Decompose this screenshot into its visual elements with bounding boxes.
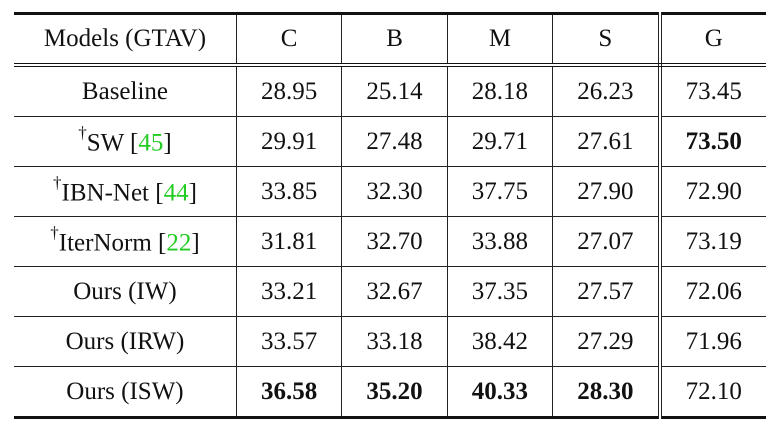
model-cell: †IBN-Net [44] — [14, 166, 237, 217]
value-cell: 32.30 — [341, 166, 448, 217]
value-cell: 27.57 — [552, 266, 662, 317]
value-cell: 72.90 — [659, 166, 766, 217]
table-row: Baseline 28.95 25.14 28.18 26.23 73.45 — [14, 65, 766, 117]
value-cell: 32.67 — [341, 266, 448, 317]
value-cell: 72.10 — [659, 366, 766, 419]
header-cell: S — [552, 12, 662, 67]
citation-bracket: [ — [155, 179, 164, 207]
table-row: Ours (ISW) 36.58 35.20 40.33 28.30 72.10 — [14, 366, 766, 419]
value-cell: 36.58 — [236, 366, 343, 419]
header-row: Models (GTAV) C B M S G — [14, 12, 766, 67]
model-name: SW — [86, 129, 131, 157]
value-cell: 38.42 — [447, 316, 554, 367]
value-cell: 73.50 — [659, 116, 766, 167]
header-cell: G — [659, 12, 766, 67]
model-cell: Ours (IRW) — [14, 316, 237, 367]
value-cell: 29.91 — [236, 116, 343, 167]
value-cell: 27.61 — [552, 116, 662, 167]
value-cell: 33.21 — [236, 266, 343, 317]
value-cell: 37.35 — [447, 266, 554, 317]
value-cell: 25.14 — [341, 65, 448, 117]
model-name: Ours (IRW) — [65, 327, 185, 355]
value-cell: 33.18 — [341, 316, 448, 367]
dagger: † — [78, 122, 87, 142]
value-cell: 27.07 — [552, 216, 662, 267]
header-cell: B — [341, 12, 448, 67]
value-cell: 27.29 — [552, 316, 662, 367]
citation-number: 45 — [138, 129, 164, 157]
value-cell: 37.75 — [447, 166, 554, 217]
results-table: Models (GTAV) C B M S G Baseline 28.95 25.14 28.1… — [14, 12, 766, 419]
table-row: Ours (IRW) 33.57 33.18 38.42 27.29 71.96 — [14, 316, 766, 367]
table-row: †IBN-Net [44] 33.85 32.30 37.75 27.90 72.90 — [14, 166, 766, 217]
model-name: Ours (ISW) — [66, 377, 184, 405]
value-cell: 71.96 — [659, 316, 766, 367]
dagger: † — [53, 172, 62, 192]
table-row: †IterNorm [22] 31.81 32.70 33.88 27.07 73.19 — [14, 216, 766, 267]
citation-bracket: ] — [191, 229, 200, 257]
citation-bracket: ] — [163, 129, 172, 157]
citation-number: 22 — [166, 229, 192, 257]
header-cell: C — [236, 12, 343, 67]
value-cell: 72.06 — [659, 266, 766, 317]
value-cell: 31.81 — [236, 216, 343, 267]
model-cell: Ours (ISW) — [14, 366, 237, 419]
model-cell: Baseline — [14, 65, 237, 117]
table-row: †SW [45] 29.91 27.48 29.71 27.61 73.50 — [14, 116, 766, 167]
citation-bracket: ] — [188, 179, 197, 207]
model-name: IterNorm — [58, 229, 159, 257]
value-cell: 29.71 — [447, 116, 554, 167]
value-cell: 33.85 — [236, 166, 343, 217]
value-cell: 73.19 — [659, 216, 766, 267]
value-cell: 28.18 — [447, 65, 554, 117]
model-name: Ours (IW) — [73, 277, 177, 305]
value-cell: 40.33 — [447, 366, 554, 419]
model-name: IBN-Net — [61, 179, 156, 207]
header-cell: M — [447, 12, 554, 67]
citation-bracket: [ — [130, 129, 139, 157]
value-cell: 28.95 — [236, 65, 343, 117]
value-cell: 27.90 — [552, 166, 662, 217]
header-cell: Models (GTAV) — [14, 12, 237, 67]
value-cell: 28.30 — [552, 366, 662, 419]
value-cell: 35.20 — [341, 366, 448, 419]
citation-bracket: [ — [158, 229, 167, 257]
value-cell: 32.70 — [341, 216, 448, 267]
dagger: † — [50, 222, 59, 242]
citation-number: 44 — [163, 179, 189, 207]
model-cell: †SW [45] — [14, 116, 237, 167]
table-row: Ours (IW) 33.21 32.67 37.35 27.57 72.06 — [14, 266, 766, 317]
value-cell: 33.57 — [236, 316, 343, 367]
value-cell: 33.88 — [447, 216, 554, 267]
value-cell: 27.48 — [341, 116, 448, 167]
model-cell: †IterNorm [22] — [14, 216, 237, 267]
model-name: Baseline — [81, 77, 169, 105]
model-cell: Ours (IW) — [14, 266, 237, 317]
value-cell: 73.45 — [659, 65, 766, 117]
value-cell: 26.23 — [552, 65, 662, 117]
